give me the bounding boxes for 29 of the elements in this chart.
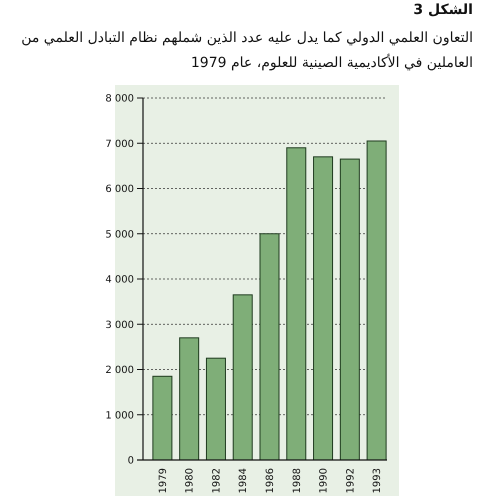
x-tick-label: 1980 [184,468,196,494]
bar [366,140,387,460]
x-tick-label: 1993 [372,468,384,494]
bar [232,294,253,460]
bar [313,156,334,460]
x-tick-label: 1988 [292,468,303,494]
y-tick-label: 0 [128,456,134,466]
y-tick-label: 1 000 [105,410,134,422]
x-tick-label: 1986 [265,468,276,494]
bar [206,358,226,460]
bar [340,158,360,460]
bar [152,376,172,460]
y-tick-label: 4 000 [105,274,134,286]
bar [259,233,280,460]
y-tick-label: 7 000 [105,138,134,150]
text: الشكل 3 [413,2,473,18]
x-tick-label: 1982 [211,468,222,494]
y-tick-label: 2 000 [105,365,134,376]
y-tick-label: 5 000 [105,229,134,240]
y-tick-label: 6 000 [105,184,134,195]
x-tick-label: 1990 [318,468,330,494]
bar [179,337,200,460]
bar [286,147,306,460]
x-tick-label: 1984 [238,468,250,494]
x-tick-label: 1979 [158,468,169,494]
y-tick-label: 3 000 [105,320,134,331]
chart-subtitle: التعاون العلمي الدولي كما يدل عليه عدد الذين شملهم نظام التبادل العلمي من العاملين في الأكاديمية الصينية للعلوم، عام 1979 [20,29,473,73]
y-tick-label: 8 000 [105,94,134,104]
x-tick-label: 1992 [345,468,356,494]
